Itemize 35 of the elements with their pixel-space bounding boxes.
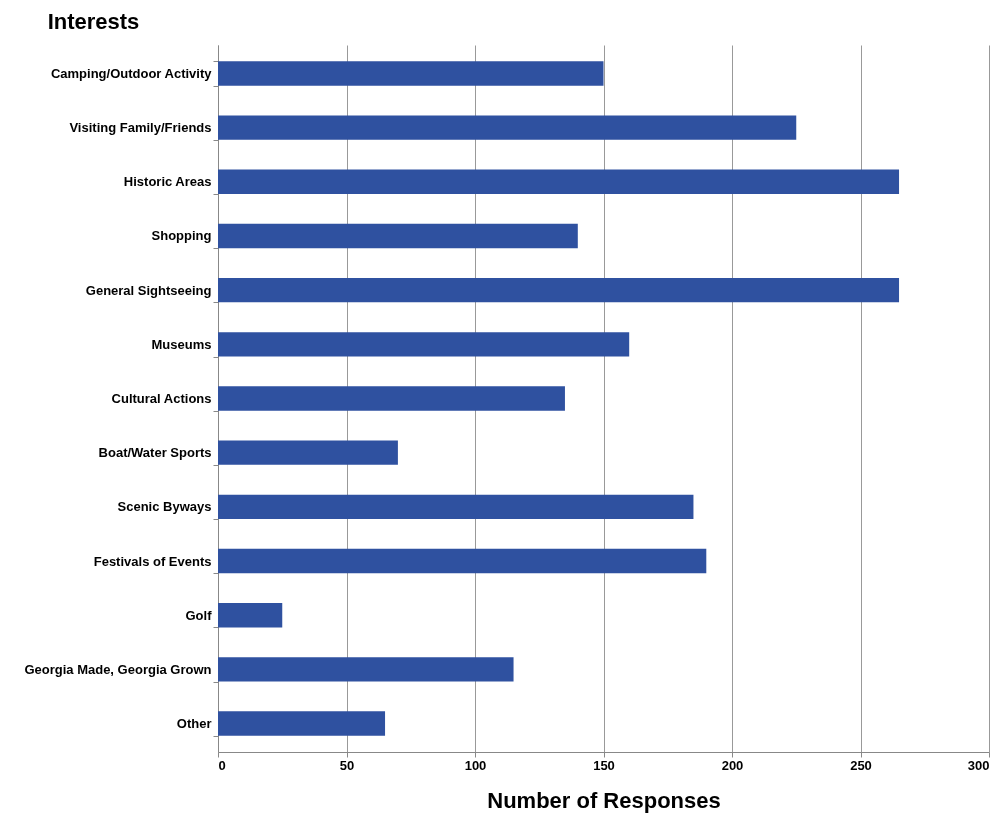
bar [218, 711, 386, 736]
y-tick-label: Cultural Actions [111, 391, 212, 406]
x-tick-label: 300 [967, 757, 990, 773]
bar [218, 440, 398, 465]
bar [218, 657, 514, 682]
y-tick-label: General Sightseeing [85, 282, 212, 298]
y-tick-label: Museums [151, 336, 212, 352]
bar [218, 494, 694, 520]
x-tick-label: 200 [721, 757, 744, 773]
y-tick-label: Scenic Byways [117, 499, 212, 515]
y-tick-label: Other [176, 716, 212, 732]
x-tick-label: 50 [339, 757, 355, 773]
y-tick-label: Festivals of Events [93, 553, 212, 569]
x-tick-label: 0 [218, 757, 226, 773]
bar [218, 386, 565, 411]
y-tick-label: Shopping [151, 228, 212, 244]
bar [218, 332, 630, 357]
y-tick-label: Camping/Outdoor Activity [50, 65, 213, 81]
y-axis-title: Interests [47, 8, 140, 34]
x-tick-label: 150 [593, 757, 615, 773]
bar [218, 603, 283, 628]
x-axis-title: Number of Responses [487, 787, 721, 813]
x-tick-label: 250 [850, 757, 872, 773]
y-tick-label: Boat/Water Sports [98, 445, 212, 461]
bar [218, 115, 797, 140]
bar [218, 277, 900, 303]
bar [218, 169, 900, 194]
x-tick-label: 100 [464, 757, 487, 773]
y-tick-label: Golf [185, 607, 213, 623]
y-tick-label: Visiting Family/Friends [69, 120, 212, 136]
bar [218, 61, 604, 86]
y-tick-label: Georgia Made, Georgia Grown [24, 661, 212, 677]
bar [218, 548, 707, 574]
bar [218, 223, 578, 249]
y-tick-label: Historic Areas [123, 174, 212, 190]
